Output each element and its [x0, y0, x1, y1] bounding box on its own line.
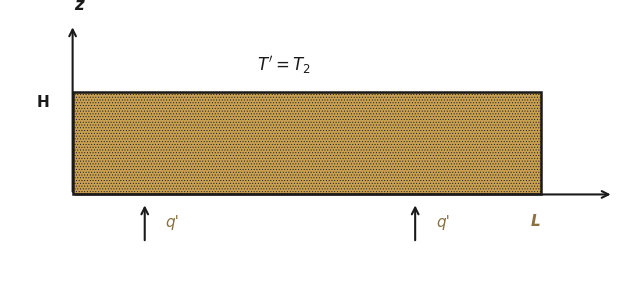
Text: H: H: [36, 95, 49, 110]
Text: L: L: [530, 214, 540, 229]
Text: q': q': [436, 215, 450, 230]
Text: q': q': [166, 215, 180, 230]
Bar: [73, 92, 541, 194]
Text: z: z: [74, 0, 83, 14]
Text: $T'=T_2$: $T'=T_2$: [257, 54, 310, 76]
